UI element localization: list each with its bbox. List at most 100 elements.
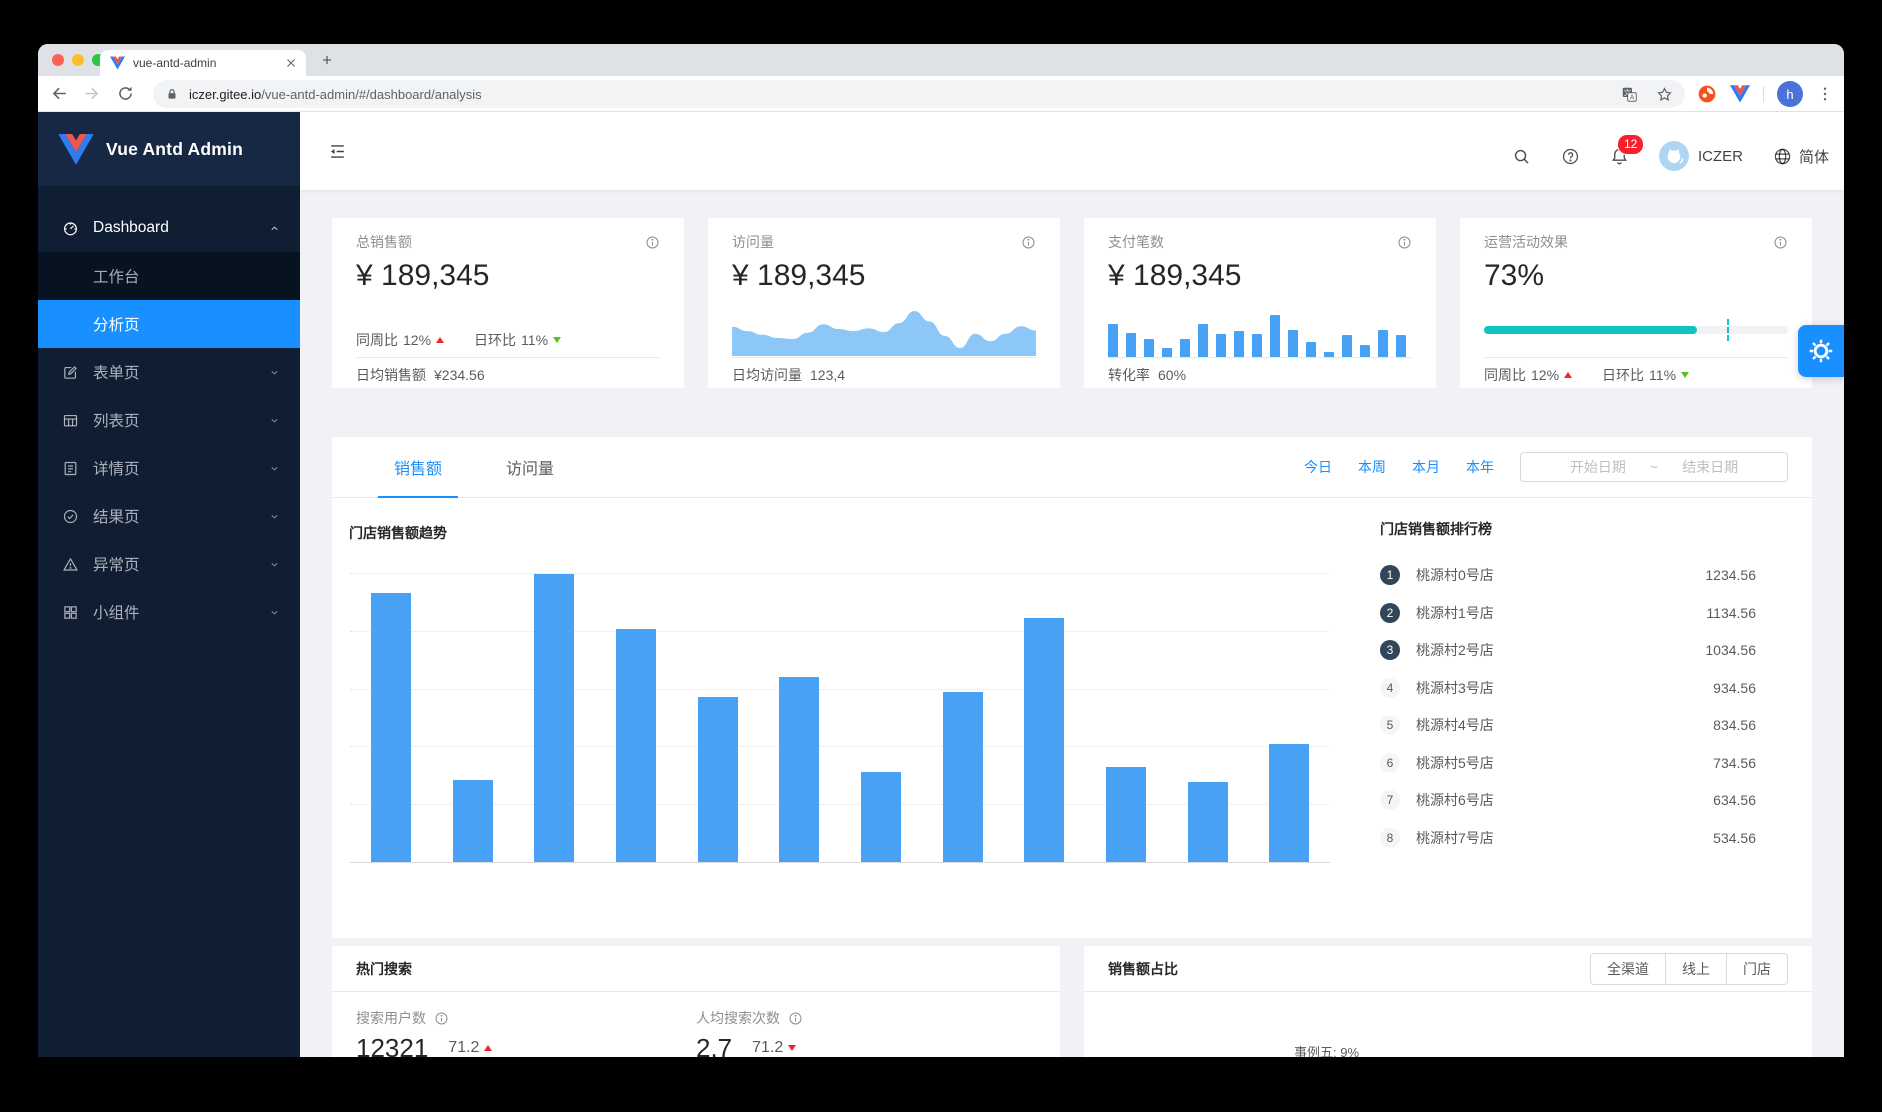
browser-tab[interactable]: vue-antd-admin xyxy=(100,50,306,76)
store-name: 桃源村5号店 xyxy=(1416,754,1494,771)
trend-bar[interactable] xyxy=(534,574,575,862)
close-tab-icon[interactable] xyxy=(284,56,298,70)
stat-footer-value: 60% xyxy=(1158,367,1187,383)
quick-link-1[interactable]: 本周 xyxy=(1358,459,1386,475)
svg-text:文: 文 xyxy=(1624,88,1631,97)
trend-bar[interactable] xyxy=(942,691,983,862)
trend-bar[interactable] xyxy=(1105,766,1146,862)
stat-footer-label: 日均销售额 xyxy=(356,367,426,383)
sidebar-subitem[interactable]: 工作台 xyxy=(38,252,300,300)
reload-button[interactable] xyxy=(116,84,135,103)
settings-button[interactable] xyxy=(1798,325,1844,377)
channel-button-0[interactable]: 全渠道 xyxy=(1590,952,1666,985)
sidebar-item-6[interactable]: 小组件 xyxy=(38,588,300,636)
exception-icon xyxy=(62,556,79,573)
visits-area-chart xyxy=(732,311,1036,356)
user-menu[interactable]: ICZER xyxy=(1644,141,1758,171)
bookmark-star-icon[interactable] xyxy=(1656,86,1673,103)
date-range-picker[interactable]: 开始日期 ~ 结束日期 xyxy=(1520,452,1788,482)
sales-tab-1[interactable]: 访问量 xyxy=(506,461,555,478)
ranking-row: 1 桃源村0号店 1234.56 xyxy=(1380,563,1756,587)
app-root: Vue Antd Admin Dashboard 工作台 分析页 表单页 列表页 详情页结… xyxy=(38,112,1844,1057)
info-icon[interactable] xyxy=(1397,235,1412,250)
sidebar-item-1[interactable]: 表单页 xyxy=(38,348,300,396)
trend-bar[interactable] xyxy=(615,629,656,862)
search-icon[interactable] xyxy=(1512,147,1531,166)
store-name: 桃源村1号店 xyxy=(1416,604,1494,621)
table-icon xyxy=(62,412,79,429)
progress-fill xyxy=(1484,326,1697,334)
ranking-row: 5 桃源村4号店 834.56 xyxy=(1380,713,1756,737)
sidebar-item-2[interactable]: 列表页 xyxy=(38,396,300,444)
trend-bar[interactable] xyxy=(1269,744,1310,862)
sales-tab-0[interactable]: 销售额 xyxy=(378,437,459,498)
trend-bar[interactable] xyxy=(1187,781,1228,862)
back-button[interactable] xyxy=(50,84,69,103)
metric-label: 同周比 xyxy=(356,332,398,348)
channel-button-1[interactable]: 线上 xyxy=(1665,952,1727,985)
metric-day: 日环比 11% xyxy=(1602,365,1690,385)
vue-devtools-icon[interactable] xyxy=(1730,84,1750,104)
sidebar-item-5[interactable]: 异常页 xyxy=(38,540,300,588)
trend-bar[interactable] xyxy=(697,697,738,862)
divider xyxy=(1763,86,1764,102)
trend-bar[interactable] xyxy=(1024,617,1065,862)
info-icon[interactable] xyxy=(1773,235,1788,250)
new-tab-button[interactable] xyxy=(320,53,334,67)
app-logo[interactable]: Vue Antd Admin xyxy=(38,112,300,186)
bar-slot xyxy=(922,573,1004,862)
mini-bar xyxy=(1342,335,1352,357)
quick-link-0[interactable]: 今日 xyxy=(1304,459,1332,475)
bar-slot xyxy=(513,573,595,862)
stat-label: 人均搜索次数 xyxy=(696,1010,780,1026)
ranking-row: 3 桃源村2号店 1034.56 xyxy=(1380,638,1756,662)
trend-bar[interactable] xyxy=(860,772,901,862)
bar-slot xyxy=(758,573,840,862)
minimize-window-button[interactable] xyxy=(72,54,84,66)
chevron-down-icon xyxy=(269,463,280,474)
page-content: 总销售额 ¥ 189,345 同周比 12% 日环比 11% 日均销售额 ¥234.5… xyxy=(300,190,1844,1057)
widget-icon xyxy=(62,604,79,621)
sidebar-subitem[interactable]: 分析页 xyxy=(38,300,300,348)
info-icon[interactable] xyxy=(1021,235,1036,250)
sidebar-item-4[interactable]: 结果页 xyxy=(38,492,300,540)
store-sales-value: 834.56 xyxy=(1713,717,1756,733)
sidebar-item-0[interactable]: Dashboard xyxy=(38,204,300,252)
close-window-button[interactable] xyxy=(52,54,64,66)
channel-button-2[interactable]: 门店 xyxy=(1726,952,1788,985)
quick-link-3[interactable]: 本年 xyxy=(1466,459,1494,475)
store-sales-value: 1234.56 xyxy=(1705,567,1756,583)
metric-label: 同周比 xyxy=(1484,367,1526,383)
sidebar-item-3[interactable]: 详情页 xyxy=(38,444,300,492)
extension-orange-icon[interactable] xyxy=(1697,84,1717,104)
menu-fold-icon[interactable] xyxy=(328,142,347,161)
quick-link-2[interactable]: 本月 xyxy=(1412,459,1440,475)
language-switcher[interactable]: 简体 xyxy=(1758,146,1844,167)
payments-bar-chart xyxy=(1108,313,1412,357)
trend-bar[interactable] xyxy=(779,677,820,862)
address-bar[interactable]: iczer.gitee.io/vue-antd-admin/#/dashboar… xyxy=(153,80,1685,108)
page-url: iczer.gitee.io/vue-antd-admin/#/dashboar… xyxy=(189,87,482,102)
divider xyxy=(1484,357,1788,358)
rank-badge: 7 xyxy=(1380,790,1400,810)
notifications-button[interactable]: 12 xyxy=(1595,133,1645,166)
globe-icon xyxy=(1773,147,1792,166)
info-icon[interactable] xyxy=(645,235,660,250)
chevron-up-icon xyxy=(269,223,280,234)
mini-bar xyxy=(1396,335,1406,357)
stat-value: ¥ 189,345 xyxy=(1108,259,1242,292)
help-icon[interactable] xyxy=(1561,147,1580,166)
trend-bar[interactable] xyxy=(370,593,411,862)
forward-button[interactable] xyxy=(82,84,101,103)
browser-menu-icon[interactable] xyxy=(1816,85,1834,103)
trend-value: 71.2 xyxy=(752,1039,784,1056)
gridline xyxy=(350,804,1330,806)
info-icon[interactable] xyxy=(788,1011,803,1026)
rank-badge: 2 xyxy=(1380,602,1400,623)
info-icon[interactable] xyxy=(434,1011,449,1026)
browser-profile-avatar[interactable]: h xyxy=(1777,81,1803,107)
metric-week: 同周比 12% xyxy=(356,330,445,350)
trend-bar[interactable] xyxy=(452,779,493,862)
metric-label: 日环比 xyxy=(1602,367,1645,383)
